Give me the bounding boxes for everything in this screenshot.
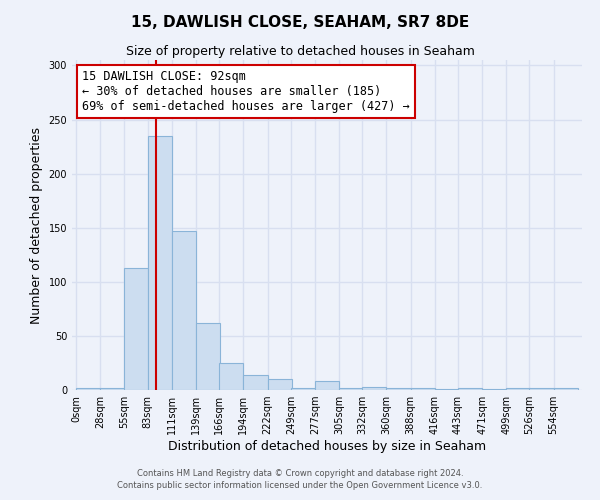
Text: 15 DAWLISH CLOSE: 92sqm
← 30% of detached houses are smaller (185)
69% of semi-d: 15 DAWLISH CLOSE: 92sqm ← 30% of detache…: [82, 70, 410, 113]
Bar: [100, 388, 125, 390]
Bar: [244, 375, 268, 390]
Text: 15, DAWLISH CLOSE, SEAHAM, SR7 8DE: 15, DAWLISH CLOSE, SEAHAM, SR7 8DE: [131, 15, 469, 30]
Bar: [529, 388, 554, 390]
Bar: [410, 388, 434, 390]
Bar: [482, 389, 506, 390]
X-axis label: Distribution of detached houses by size in Seaham: Distribution of detached houses by size …: [168, 440, 486, 453]
Bar: [362, 387, 386, 390]
Bar: [291, 388, 315, 390]
Text: Size of property relative to detached houses in Seaham: Size of property relative to detached ho…: [125, 45, 475, 58]
Y-axis label: Number of detached properties: Number of detached properties: [30, 126, 43, 324]
Bar: [196, 323, 220, 390]
Bar: [76, 388, 100, 390]
Bar: [148, 136, 172, 390]
Bar: [220, 363, 244, 390]
Bar: [124, 268, 148, 390]
Bar: [386, 388, 410, 390]
Bar: [315, 382, 339, 390]
Bar: [434, 389, 459, 390]
Bar: [268, 379, 292, 390]
Bar: [506, 388, 530, 390]
Bar: [172, 231, 196, 390]
Bar: [554, 388, 578, 390]
Bar: [339, 388, 363, 390]
Bar: [458, 388, 482, 390]
Text: Contains HM Land Registry data © Crown copyright and database right 2024.
Contai: Contains HM Land Registry data © Crown c…: [118, 468, 482, 490]
